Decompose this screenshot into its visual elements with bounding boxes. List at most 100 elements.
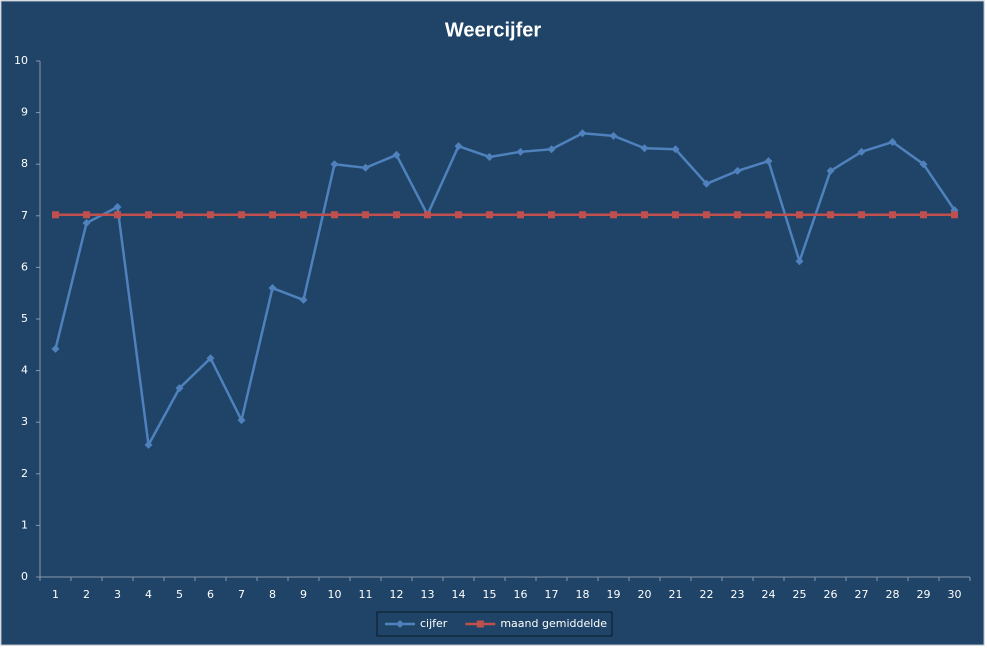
y-tick-label: 0 bbox=[21, 570, 28, 583]
marker bbox=[610, 211, 617, 219]
x-tick-label: 13 bbox=[421, 588, 435, 601]
x-tick-label: 26 bbox=[824, 588, 838, 601]
marker bbox=[299, 295, 308, 304]
marker bbox=[641, 211, 648, 219]
x-tick-label: 16 bbox=[514, 588, 528, 601]
marker bbox=[392, 150, 401, 159]
x-tick-label: 7 bbox=[238, 588, 245, 601]
x-tick-label: 10 bbox=[328, 588, 342, 601]
marker bbox=[578, 129, 587, 138]
y-tick-label: 4 bbox=[21, 364, 28, 377]
y-tick-label: 9 bbox=[21, 106, 28, 119]
marker bbox=[548, 211, 555, 219]
marker bbox=[765, 211, 772, 219]
marker bbox=[516, 147, 525, 156]
y-tick-label: 1 bbox=[21, 518, 28, 531]
marker bbox=[857, 147, 866, 156]
legend-box bbox=[376, 611, 613, 637]
marker bbox=[83, 211, 90, 219]
marker bbox=[486, 211, 493, 219]
marker bbox=[640, 144, 649, 153]
marker bbox=[951, 211, 958, 219]
marker bbox=[671, 145, 680, 154]
marker bbox=[703, 211, 710, 219]
x-tick-label: 22 bbox=[700, 588, 714, 601]
marker bbox=[734, 211, 741, 219]
marker bbox=[300, 211, 307, 219]
marker bbox=[826, 166, 835, 175]
y-tick-label: 3 bbox=[21, 415, 28, 428]
x-tick-label: 23 bbox=[731, 588, 745, 601]
marker bbox=[361, 163, 370, 172]
x-tick-label: 1 bbox=[52, 588, 59, 601]
marker bbox=[920, 211, 927, 219]
legend-label: maand gemiddelde bbox=[500, 617, 607, 630]
marker bbox=[396, 620, 404, 628]
marker bbox=[206, 354, 215, 363]
marker bbox=[919, 160, 928, 169]
marker bbox=[424, 211, 431, 219]
x-tick-label: 19 bbox=[607, 588, 621, 601]
marker bbox=[454, 142, 463, 151]
x-tick-label: 9 bbox=[300, 588, 307, 601]
marker bbox=[52, 211, 59, 219]
marker bbox=[113, 203, 122, 212]
marker bbox=[485, 152, 494, 161]
x-tick-label: 2 bbox=[83, 588, 90, 601]
marker bbox=[114, 211, 121, 219]
x-tick-label: 27 bbox=[855, 588, 869, 601]
x-tick-label: 15 bbox=[483, 588, 497, 601]
marker bbox=[176, 211, 183, 219]
marker bbox=[237, 416, 246, 425]
chart-title: Weercijfer bbox=[445, 19, 542, 41]
marker bbox=[888, 138, 897, 147]
y-tick-label: 7 bbox=[21, 209, 28, 222]
x-tick-label: 20 bbox=[638, 588, 652, 601]
marker bbox=[702, 179, 711, 188]
marker bbox=[476, 620, 484, 628]
x-tick-label: 6 bbox=[207, 588, 214, 601]
marker bbox=[393, 211, 400, 219]
x-tick-label: 21 bbox=[669, 588, 683, 601]
x-tick-label: 24 bbox=[762, 588, 776, 601]
marker bbox=[268, 284, 277, 293]
series-line bbox=[54, 131, 956, 447]
marker bbox=[269, 211, 276, 219]
marker bbox=[579, 211, 586, 219]
marker bbox=[827, 211, 834, 219]
y-tick-label: 6 bbox=[21, 260, 28, 273]
x-tick-label: 25 bbox=[793, 588, 807, 601]
marker bbox=[609, 131, 618, 140]
marker bbox=[207, 211, 214, 219]
x-tick-label: 11 bbox=[359, 588, 373, 601]
y-tick-label: 10 bbox=[14, 54, 28, 67]
marker bbox=[764, 157, 773, 166]
x-tick-label: 4 bbox=[145, 588, 152, 601]
marker bbox=[144, 440, 153, 449]
marker bbox=[858, 211, 865, 219]
marker bbox=[331, 211, 338, 219]
marker bbox=[175, 384, 184, 393]
marker bbox=[362, 211, 369, 219]
x-tick-label: 30 bbox=[948, 588, 962, 601]
x-tick-label: 12 bbox=[390, 588, 404, 601]
marker bbox=[455, 211, 462, 219]
y-tick-label: 5 bbox=[21, 312, 28, 325]
marker bbox=[51, 344, 60, 353]
marker bbox=[82, 219, 91, 228]
marker bbox=[145, 211, 152, 219]
marker bbox=[795, 257, 804, 266]
x-tick-label: 29 bbox=[917, 588, 931, 601]
x-tick-label: 3 bbox=[114, 588, 121, 601]
y-tick-label: 2 bbox=[21, 467, 28, 480]
marker bbox=[796, 211, 803, 219]
x-tick-label: 8 bbox=[269, 588, 276, 601]
x-tick-label: 5 bbox=[176, 588, 183, 601]
x-tick-label: 17 bbox=[545, 588, 559, 601]
marker bbox=[517, 211, 524, 219]
x-tick-label: 18 bbox=[576, 588, 590, 601]
marker bbox=[733, 166, 742, 175]
marker bbox=[330, 160, 339, 169]
